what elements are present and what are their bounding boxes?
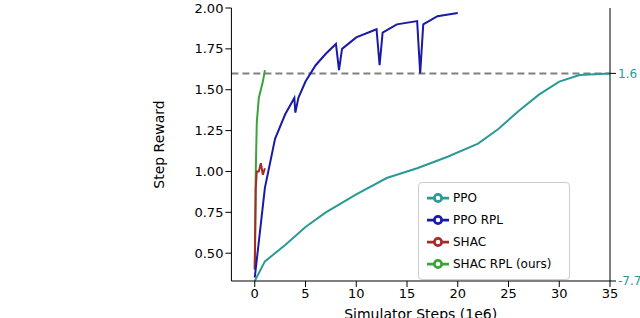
svg-text:Step Reward: Step Reward: [151, 100, 167, 188]
svg-text:1.00: 1.00: [194, 164, 223, 179]
svg-text:1.25: 1.25: [194, 123, 223, 138]
svg-text:0.50: 0.50: [194, 246, 223, 261]
svg-text:25: 25: [500, 286, 517, 301]
svg-text:20: 20: [449, 286, 466, 301]
svg-text:10: 10: [348, 286, 365, 301]
html-text:PPO RPL: PPO RPL: [453, 212, 503, 227]
html-text:SHAC RPL (ours): SHAC RPL (ours): [453, 256, 552, 271]
svg-text:35: 35: [602, 286, 619, 301]
svg-text:0: 0: [251, 286, 259, 301]
html-text:PPO: PPO: [453, 190, 477, 205]
svg-text:0.75: 0.75: [194, 205, 223, 220]
svg-text:-7.7: -7.7: [618, 274, 632, 288]
svg-text:Simulator Steps (1e6): Simulator Steps (1e6): [344, 306, 497, 318]
svg-text:1.6: 1.6: [618, 67, 632, 81]
html-text:SHAC: SHAC: [453, 234, 486, 249]
svg-text:5: 5: [301, 286, 309, 301]
svg-text:1.50: 1.50: [194, 82, 223, 97]
svg-text:15: 15: [399, 286, 416, 301]
svg-text:2.00: 2.00: [194, 1, 223, 16]
svg-text:30: 30: [551, 286, 568, 301]
svg-text:1.75: 1.75: [194, 41, 223, 56]
